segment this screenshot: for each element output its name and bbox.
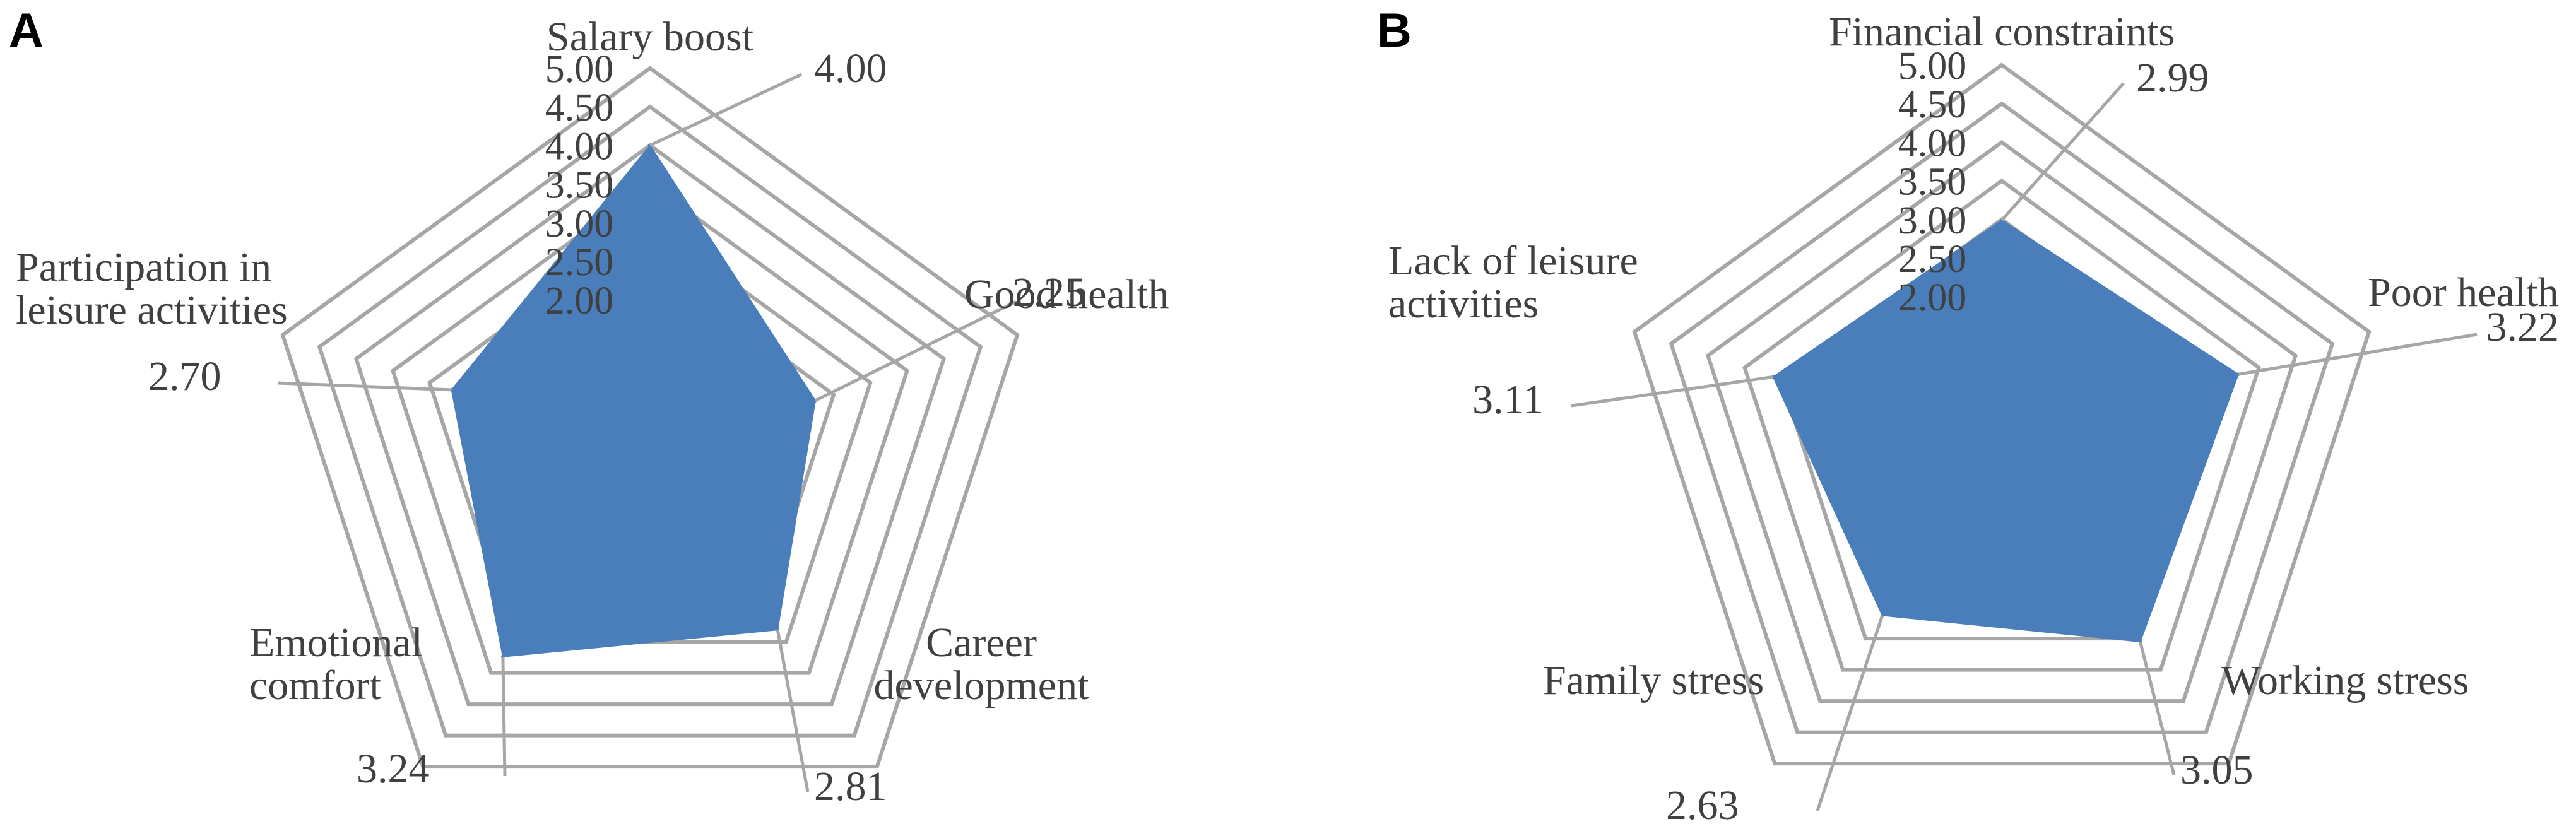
- category-label: Participation in: [16, 244, 271, 290]
- value-leader-line: [2238, 333, 2478, 376]
- value-leader-line: [277, 381, 452, 392]
- value-leader-line: [2000, 82, 2125, 221]
- radar-panel-b: 2.002.503.003.504.004.505.00 2.99 3.22 3.05…: [1377, 4, 2560, 824]
- ring-tick-label: 5.00: [545, 48, 614, 91]
- data-series-area: [451, 144, 816, 657]
- ring-tick-label: 4.50: [545, 86, 614, 129]
- data-value-label: 2.81: [814, 763, 887, 809]
- category-label: Lack of leisure: [1388, 238, 1638, 284]
- ring-tick-label: 4.00: [545, 125, 614, 168]
- category-label: Family stress: [1543, 657, 1764, 703]
- data-series-area: [1772, 219, 2240, 643]
- data-value-label: 3.24: [357, 746, 430, 792]
- data-value-label: 4.00: [814, 45, 887, 91]
- data-value-label: 3.22: [2486, 304, 2560, 350]
- grid-ring-4-00: [353, 143, 947, 707]
- grid-ring-5-00: [280, 66, 1020, 769]
- grid-ring-4-00: [1705, 139, 2298, 703]
- ring-tick-label: 5.00: [1898, 45, 1967, 88]
- category-label: Financial constraints: [1829, 9, 2175, 55]
- category-label: Working stress: [2221, 657, 2469, 703]
- category-label: Emotional: [249, 620, 423, 666]
- data-value-label: 2.63: [1666, 782, 1739, 821]
- data-value-label: 2.99: [2136, 55, 2209, 101]
- category-label: Good health: [964, 271, 1169, 317]
- ring-tick-label: 4.50: [1898, 83, 1967, 126]
- data-value-label: 2.70: [148, 353, 222, 399]
- category-label: Poor health: [2368, 269, 2558, 315]
- category-label: Career: [926, 620, 1037, 666]
- ring-tick-label: 2.50: [1898, 238, 1967, 281]
- value-leader-line: [814, 300, 1017, 403]
- category-label: comfort: [249, 662, 381, 709]
- category-label: leisure activities: [16, 287, 288, 333]
- data-value-label: 3.11: [1472, 377, 1544, 423]
- ring-tick-label: 4.00: [1898, 122, 1967, 165]
- ring-tick-label: 2.00: [1898, 276, 1967, 319]
- ring-tick-label: 3.50: [545, 164, 614, 207]
- panel-label: A: [9, 4, 44, 57]
- ring-tick-label: 2.00: [545, 280, 614, 322]
- value-leader-line: [1571, 375, 1774, 408]
- data-value-label: 2.25: [1013, 269, 1086, 315]
- value-leader-line: [501, 656, 507, 777]
- grid-ring-4-50: [1669, 101, 2335, 734]
- grid-ring-5-00: [1632, 62, 2372, 766]
- value-leader-line: [2139, 641, 2176, 775]
- ring-tick-label: 3.00: [1898, 199, 1967, 242]
- ring-tick-label: 3.00: [545, 203, 614, 245]
- grid-ring-4-50: [317, 104, 983, 738]
- grid-ring-3-50: [391, 181, 909, 675]
- ring-tick-label: 2.50: [545, 241, 614, 284]
- data-value-label: 3.05: [2180, 747, 2254, 793]
- value-leader-line: [649, 73, 803, 147]
- value-leader-line: [1816, 615, 1884, 811]
- value-leader-line: [776, 629, 810, 792]
- category-label: Salary boost: [547, 14, 753, 60]
- category-label: activities: [1388, 281, 1539, 327]
- ring-tick-label: 3.50: [1898, 161, 1967, 204]
- radar-panel-a: 2.002.503.003.504.004.505.00 4.002.252.81…: [9, 4, 1169, 809]
- panel-label: B: [1377, 4, 1412, 57]
- category-label: development: [874, 662, 1089, 709]
- grid-ring-3-50: [1742, 178, 2261, 672]
